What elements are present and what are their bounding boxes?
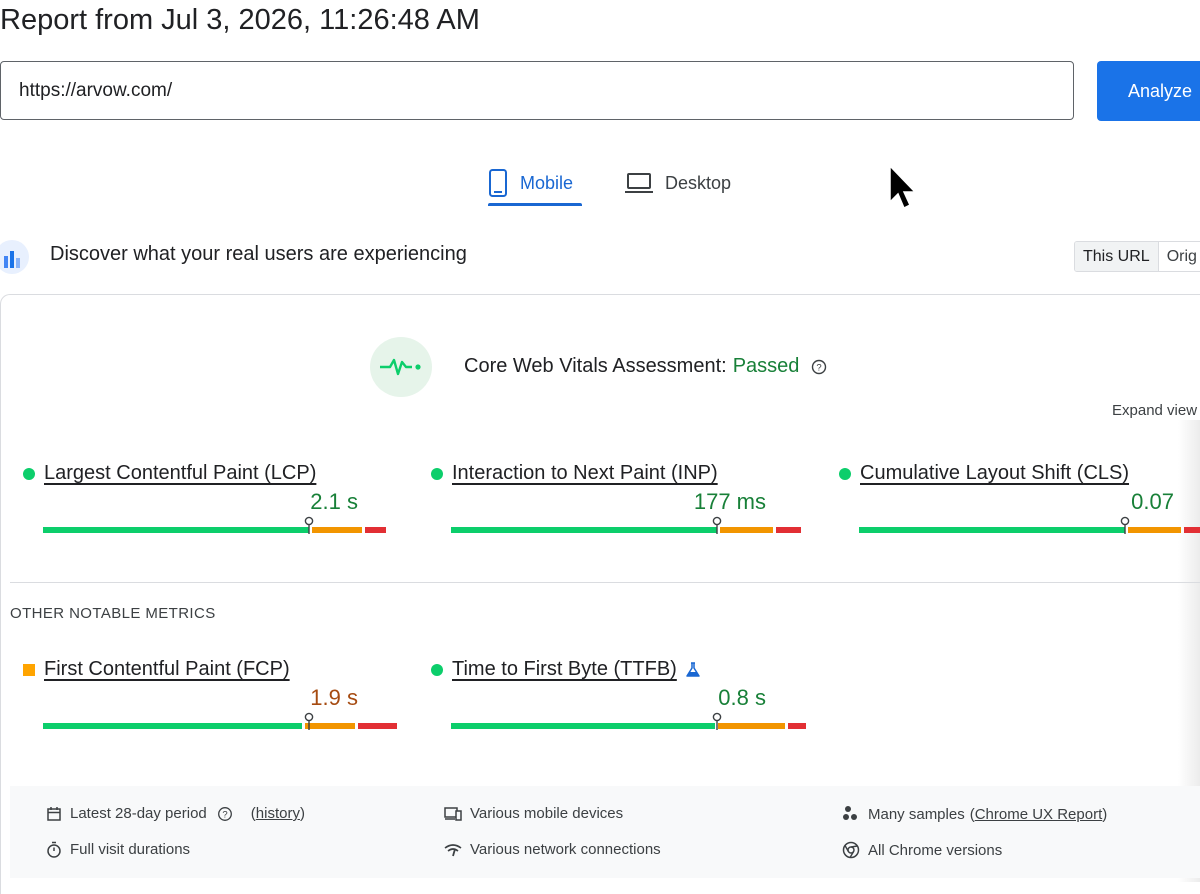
good-status-icon [431, 467, 443, 480]
footer-samples-text: Many samples [868, 805, 965, 823]
expand-view-link[interactable]: Expand view [1112, 402, 1198, 419]
tab-mobile-label: Mobile [520, 172, 574, 193]
poor-segment [365, 527, 386, 533]
chrome-ux-report-link[interactable]: Chrome UX Report [974, 805, 1103, 823]
discover-heading: Discover what your real users are experi… [50, 243, 467, 265]
distribution-bar [43, 723, 398, 729]
good-status-icon [23, 467, 35, 480]
needs-improvement-segment [305, 723, 355, 729]
tab-selected-indicator [488, 203, 582, 206]
percentile-marker-icon [304, 516, 314, 534]
heartbeat-icon [380, 358, 421, 376]
flask-icon [686, 661, 700, 677]
smartphone-icon [489, 169, 507, 197]
other-metrics-heading: OTHER NOTABLE METRICS [10, 605, 216, 622]
tab-desktop-label: Desktop [665, 172, 732, 193]
metric-card: Largest Contentful Paint (LCP) 2.1 s [23, 462, 400, 534]
cwv-icon [370, 337, 432, 397]
good-segment [859, 527, 1125, 533]
metric-value: 1.9 s [310, 685, 358, 710]
help-circle-icon[interactable]: ? [217, 806, 233, 822]
stopwatch-icon [47, 841, 61, 858]
cwv-assessment: Core Web Vitals Assessment: Passed ? [464, 355, 827, 378]
footer-versions-text: All Chrome versions [868, 841, 1003, 859]
distribution-bar [859, 527, 1200, 533]
field-data-panel [0, 294, 1200, 894]
needs-improvement-segment [312, 527, 362, 533]
metric-card: Time to First Byte (TTFB) 0.8 s [431, 658, 808, 730]
toggle-origin[interactable]: Orig [1158, 242, 1200, 271]
footer-samples: Many samples (Chrome UX Report) [842, 805, 1107, 823]
divider [10, 582, 1200, 583]
footer-network-text: Various network connections [470, 841, 661, 858]
needs-improvement-segment [1128, 527, 1181, 533]
history-link[interactable]: history [255, 805, 300, 822]
footer-network: Various network connections [444, 841, 661, 858]
help-circle-icon[interactable]: ? [811, 359, 827, 375]
metric-title[interactable]: Cumulative Layout Shift (CLS) [860, 462, 1130, 484]
metric-title[interactable]: Largest Contentful Paint (LCP) [44, 462, 317, 484]
people-icon [843, 806, 857, 820]
poor-segment [788, 723, 806, 729]
svg-text:?: ? [817, 362, 822, 373]
metric-title[interactable]: Interaction to Next Paint (INP) [452, 462, 718, 484]
percentile-marker-icon [304, 712, 314, 730]
needs-improvement-segment [718, 723, 786, 729]
footer-period-text: Latest 28-day period [70, 805, 207, 822]
distribution-bar [451, 527, 806, 533]
footer-devices: Various mobile devices [444, 805, 623, 822]
wifi-icon [444, 843, 462, 856]
metric-title[interactable]: Time to First Byte (TTFB) [452, 658, 677, 680]
svg-text:?: ? [222, 809, 227, 820]
percentile-marker-icon [1120, 516, 1130, 534]
analyze-button[interactable]: Analyze [1097, 61, 1200, 121]
good-status-icon [431, 663, 443, 676]
metric-value: 0.07 [1131, 489, 1174, 514]
poor-segment [1184, 527, 1200, 533]
good-segment [451, 527, 717, 533]
footer-period: Latest 28-day period ? (history) [46, 805, 305, 822]
metric-card: First Contentful Paint (FCP) 1.9 s [23, 658, 400, 730]
good-segment [43, 723, 302, 729]
metric-card: Cumulative Layout Shift (CLS) 0.07 [839, 462, 1200, 534]
scroll-shadow [1178, 420, 1200, 882]
cwv-assessment-status: Passed [732, 355, 800, 377]
metric-value: 177 ms [693, 489, 766, 514]
cwv-assessment-label: Core Web Vitals Assessment: [464, 355, 727, 377]
url-input[interactable] [0, 61, 1074, 120]
metric-title[interactable]: First Contentful Paint (FCP) [44, 658, 290, 680]
good-segment [451, 723, 716, 729]
devices-icon [444, 806, 462, 821]
average-status-icon [23, 663, 35, 676]
chrome-icon [842, 841, 860, 859]
tab-mobile[interactable]: Mobile [488, 160, 573, 206]
poor-segment [776, 527, 801, 533]
metric-value: 2.1 s [310, 489, 358, 514]
report-title: Report from Jul 3, 2026, 11:26:48 AM [0, 4, 480, 36]
footer-info: Latest 28-day period ? (history) Full vi… [10, 786, 1200, 878]
metric-value: 0.8 s [718, 685, 766, 710]
distribution-bar [451, 723, 806, 729]
poor-segment [358, 723, 397, 729]
tab-desktop[interactable]: Desktop [625, 160, 731, 206]
calendar-icon [47, 806, 61, 821]
toggle-this-url[interactable]: This URL [1075, 242, 1159, 271]
footer-devices-text: Various mobile devices [470, 805, 624, 822]
footer-versions: All Chrome versions [842, 841, 1002, 859]
distribution-bar [43, 527, 398, 533]
metric-card: Interaction to Next Paint (INP) 177 ms [431, 462, 808, 534]
crux-chart-icon [0, 240, 29, 274]
percentile-marker-icon [712, 516, 722, 534]
mouse-cursor-icon [889, 164, 917, 210]
percentile-marker-icon [712, 712, 722, 730]
footer-durations-text: Full visit durations [70, 841, 191, 858]
laptop-icon [625, 173, 653, 193]
footer-durations: Full visit durations [46, 841, 190, 858]
good-segment [43, 527, 309, 533]
good-status-icon [839, 467, 851, 480]
needs-improvement-segment [720, 527, 773, 533]
url-origin-toggle: This URL Orig [1074, 241, 1200, 272]
